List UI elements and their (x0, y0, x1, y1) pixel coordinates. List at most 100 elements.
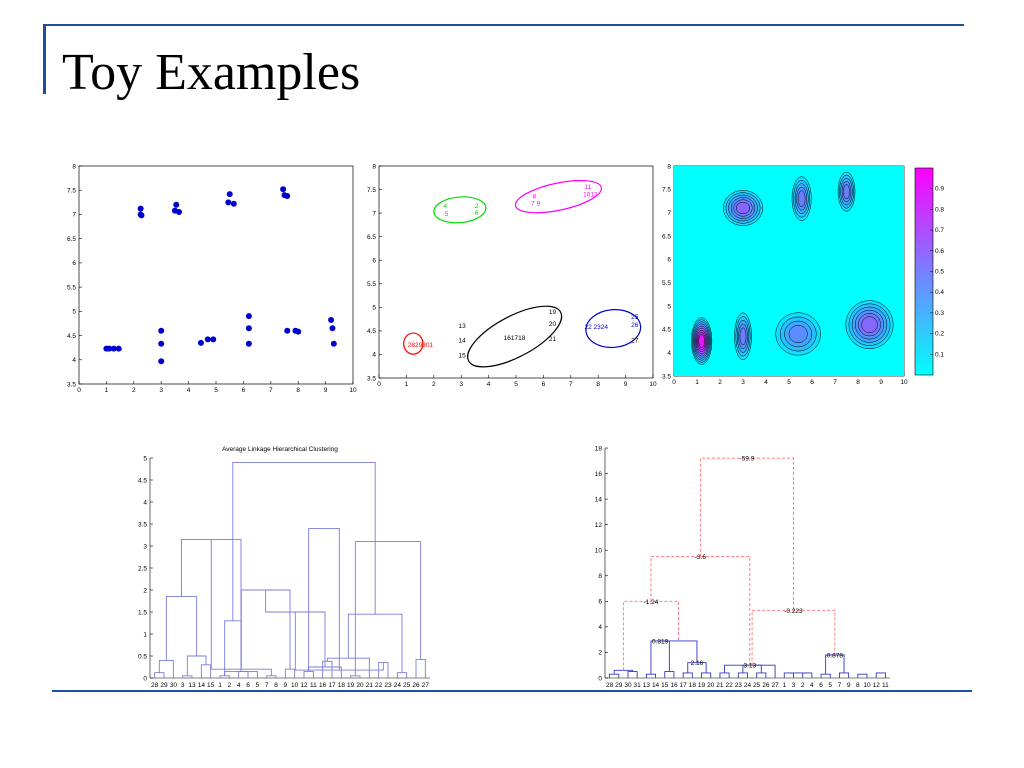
y-tick-label: 1 (143, 631, 147, 638)
data-point (245, 325, 252, 332)
x-tick-label: 0 (672, 379, 676, 386)
colorbar-tick-label: 0.8 (935, 206, 944, 213)
y-tick-label: 6.5 (662, 233, 671, 240)
merge-label: 3.13 (743, 663, 756, 670)
cluster-ellipse (403, 332, 424, 355)
data-point (115, 345, 122, 352)
point-label: 6 (475, 210, 479, 217)
y-tick-label: 0 (598, 675, 602, 682)
leaf-label: 21 (716, 682, 724, 689)
leaf-label: 6 (246, 682, 250, 689)
cluster-ellipse (467, 305, 563, 368)
point-label: 19 (549, 309, 557, 316)
merge-label: 2.16 (691, 660, 704, 667)
point-label: 15 (458, 352, 466, 359)
scatter-plot: 0 1 2 3 4 5 6 7 8 9 10 3.5 4 4.5 5 5.5 6 6.5 7 7.5 8 (67, 163, 357, 394)
dendrogram-link (719, 672, 730, 678)
leaf-label: 22 (375, 682, 383, 689)
dendrogram-link (682, 672, 693, 678)
density-contour (797, 190, 806, 207)
x-tick-label: 5 (214, 387, 218, 394)
leaf-label: 2 (801, 682, 805, 689)
x-tick-label: 10 (649, 381, 657, 388)
y-tick-label: 4 (598, 624, 602, 631)
y-tick-label: 4.5 (367, 328, 376, 335)
data-point (106, 345, 113, 352)
dendrogram-link (857, 673, 868, 678)
leaf-label: 25 (403, 682, 411, 689)
x-tick-label: 10 (349, 387, 357, 394)
dendrogram-link (687, 662, 707, 673)
dendrogram-link (613, 669, 634, 675)
density-layer (674, 166, 904, 376)
dendrogram-link (820, 673, 831, 678)
leaf-label: 11 (310, 682, 317, 689)
x-tick-label: 7 (833, 379, 837, 386)
leaf-label: 18 (689, 682, 697, 689)
leaf-label: 30 (170, 682, 178, 689)
dendrogram-link (284, 668, 296, 678)
leaf-label: 1 (782, 682, 786, 689)
dendrogram-link (266, 675, 277, 678)
merge-label: -0.223 (784, 608, 803, 615)
dendrogram-link (294, 612, 384, 671)
leaf-label: 8 (274, 682, 278, 689)
leaf-label: 16 (319, 682, 327, 689)
dendrogram-link (664, 671, 675, 678)
dendrogram-link (802, 672, 813, 678)
leaf-label: 19 (698, 682, 706, 689)
leaf-label: 29 (615, 682, 623, 689)
dendrogram-link (756, 672, 767, 678)
colorbar-tick-label: 0.6 (935, 248, 944, 255)
leaf-label: 28 (606, 682, 614, 689)
y-tick-label: 4.5 (67, 333, 76, 340)
point-label: 25 (631, 314, 639, 321)
y-tick-label: 4.5 (138, 477, 147, 484)
y-tick-label: 0 (143, 675, 147, 682)
y-tick-label: 6 (72, 260, 76, 267)
x-tick-label: 2 (432, 381, 436, 388)
y-tick-label: 8 (667, 163, 671, 170)
y-tick-label: 5 (372, 305, 376, 312)
leaf-label: 17 (328, 682, 336, 689)
x-tick-label: 5 (514, 381, 518, 388)
density-contour (788, 324, 808, 344)
x-tick-label: 2 (132, 387, 136, 394)
data-point (138, 212, 145, 219)
colorbar-tick-label: 0.4 (935, 289, 944, 296)
y-tick-label: 6 (667, 257, 671, 264)
leaf-label: 23 (384, 682, 392, 689)
cluster-ellipse (585, 309, 642, 349)
dendrogram-link (232, 461, 376, 621)
leaf-label: 15 (207, 682, 215, 689)
leaf-label: 13 (643, 682, 651, 689)
point-label: 11 (585, 184, 592, 191)
leaf-label: 14 (198, 682, 206, 689)
dendrogram-link (326, 657, 370, 678)
y-tick-label: 6.5 (367, 234, 376, 241)
y-tick-label: 8 (372, 163, 376, 170)
dendrogram-link (838, 672, 850, 678)
leaf-label: 25 (753, 682, 761, 689)
x-tick-label: 9 (624, 381, 628, 388)
dendrogram-link (308, 527, 340, 672)
y-tick-label: 3.5 (662, 373, 671, 380)
x-tick-label: 9 (879, 379, 883, 386)
dendrogram-link (783, 672, 794, 678)
point-label: 2 (475, 203, 479, 210)
dendrogram-link (347, 613, 403, 673)
leaf-label: 26 (762, 682, 770, 689)
y-tick-label: 5 (143, 455, 147, 462)
x-tick-label: 8 (296, 387, 300, 394)
leaf-label: 21 (366, 682, 374, 689)
y-tick-label: 8 (72, 163, 76, 170)
y-tick-label: 5.5 (662, 280, 671, 287)
colorbar-tick-label: 0.3 (935, 310, 944, 317)
leaf-label: 30 (624, 682, 632, 689)
y-tick-label: 5 (72, 309, 76, 316)
colorbar-tick-label: 0.2 (935, 331, 944, 338)
y-tick-label: 12 (595, 522, 603, 529)
y-tick-label: 7.5 (367, 187, 376, 194)
dendrogram-link (660, 640, 698, 663)
leaf-label: 16 (670, 682, 678, 689)
